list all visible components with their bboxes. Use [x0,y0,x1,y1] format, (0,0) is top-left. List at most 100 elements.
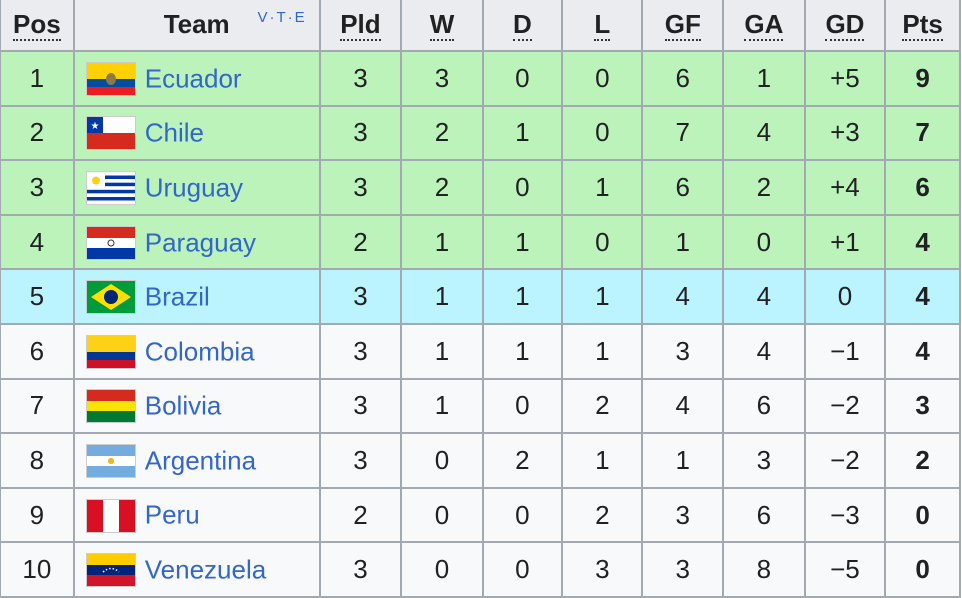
cell-pos: 10 [0,541,75,598]
vte-links[interactable]: V·T·E [257,9,307,26]
header-gd: GD [803,0,887,52]
cell-l: 1 [561,322,644,380]
cell-pos: 3 [0,159,75,216]
cell-d: 2 [481,432,564,489]
cell-ga: 0 [722,213,806,271]
cell-w: 2 [400,104,484,162]
header-d: D [481,0,564,52]
header-ga: GA [722,0,806,52]
cell-pos: 8 [0,432,75,489]
cell-gd: 0 [803,268,887,325]
cell-w: 0 [400,432,484,489]
cell-pld: 3 [318,322,403,380]
cell-team: Paraguay [72,213,321,271]
header-row: Pos Team V·T·E Pld W D L GF GA GD Pts [0,0,961,52]
cell-w: 0 [400,486,484,544]
cell-ga: 4 [722,104,806,162]
cell-ga: 1 [722,50,806,107]
cell-gf: 3 [641,541,725,598]
cell-pld: 3 [318,104,403,162]
cell-gd: −3 [803,486,887,544]
cell-w: 2 [400,159,484,216]
cell-pts: 3 [884,377,961,435]
table-row: 2 ★ Chile 3 2 1 0 7 4 +3 7 [0,104,961,162]
cell-pld: 3 [318,268,403,325]
cell-l: 2 [561,486,644,544]
table-row: 4 Paraguay 2 1 1 0 1 0 +1 4 [0,213,961,271]
cell-ga: 4 [722,322,806,380]
cell-team: Uruguay [72,159,321,216]
cell-team: Brazil [72,268,321,325]
cell-gf: 3 [641,486,725,544]
cell-gf: 6 [641,159,725,216]
team-link[interactable]: Argentina [144,445,257,476]
cell-gf: 1 [641,213,725,271]
cell-pts: 0 [884,486,961,544]
cell-d: 0 [481,50,564,107]
cell-w: 1 [400,322,484,380]
cell-pos: 5 [0,268,75,325]
cell-pts: 4 [884,268,961,325]
cell-gf: 4 [641,268,725,325]
cell-team: Ecuador [72,50,321,107]
flag-uruguay-icon [86,172,135,205]
cell-team: ★ Chile [72,104,321,162]
cell-pts: 4 [884,213,961,271]
header-pos: Pos [0,0,75,52]
cell-gf: 1 [641,432,725,489]
table-row: 8 Argentina 3 0 2 1 1 3 −2 2 [0,432,961,489]
flag-argentina-icon [86,445,135,478]
cell-d: 0 [481,159,564,216]
cell-ga: 4 [722,268,806,325]
cell-gf: 4 [641,377,725,435]
cell-ga: 2 [722,159,806,216]
team-link[interactable]: Peru [144,500,200,531]
team-link[interactable]: Uruguay [144,172,244,203]
cell-d: 0 [481,377,564,435]
cell-pos: 9 [0,486,75,544]
team-link[interactable]: Venezuela [144,554,267,585]
cell-pos: 6 [0,322,75,380]
team-link[interactable]: Colombia [144,336,255,367]
team-link[interactable]: Brazil [144,281,210,312]
cell-ga: 6 [722,486,806,544]
cell-l: 1 [561,159,644,216]
cell-pts: 7 [884,104,961,162]
cell-ga: 3 [722,432,806,489]
cell-gf: 3 [641,322,725,380]
team-link[interactable]: Bolivia [144,390,222,421]
team-link[interactable]: Paraguay [144,227,257,258]
cell-ga: 8 [722,541,806,598]
flag-chile-icon: ★ [86,117,135,150]
cell-team: Peru [72,486,321,544]
cell-d: 1 [481,268,564,325]
cell-team: Colombia [72,322,321,380]
cell-gd: +1 [803,213,887,271]
cell-ga: 6 [722,377,806,435]
cell-d: 1 [481,104,564,162]
cell-gd: +4 [803,159,887,216]
cell-d: 1 [481,213,564,271]
team-link[interactable]: Chile [144,117,204,148]
table-row: 3 Uruguay 3 2 0 1 6 2 +4 6 [0,159,961,216]
flag-colombia-icon [86,335,135,368]
cell-pos: 2 [0,104,75,162]
table-row: 10 Venezuela 3 0 0 3 3 8 −5 0 [0,541,961,598]
cell-l: 3 [561,541,644,598]
header-pld: Pld [318,0,403,52]
table-row: 7 Bolivia 3 1 0 2 4 6 −2 3 [0,377,961,435]
cell-pld: 3 [318,377,403,435]
cell-l: 2 [561,377,644,435]
cell-d: 0 [481,541,564,598]
cell-gf: 7 [641,104,725,162]
cell-gd: −5 [803,541,887,598]
flag-venezuela-icon [86,554,135,587]
team-link[interactable]: Ecuador [144,63,242,94]
header-gf: GF [641,0,725,52]
cell-l: 0 [561,104,644,162]
svg-text:★: ★ [90,121,99,132]
cell-gd: +3 [803,104,887,162]
cell-w: 1 [400,213,484,271]
cell-pld: 3 [318,541,403,598]
cell-l: 0 [561,50,644,107]
